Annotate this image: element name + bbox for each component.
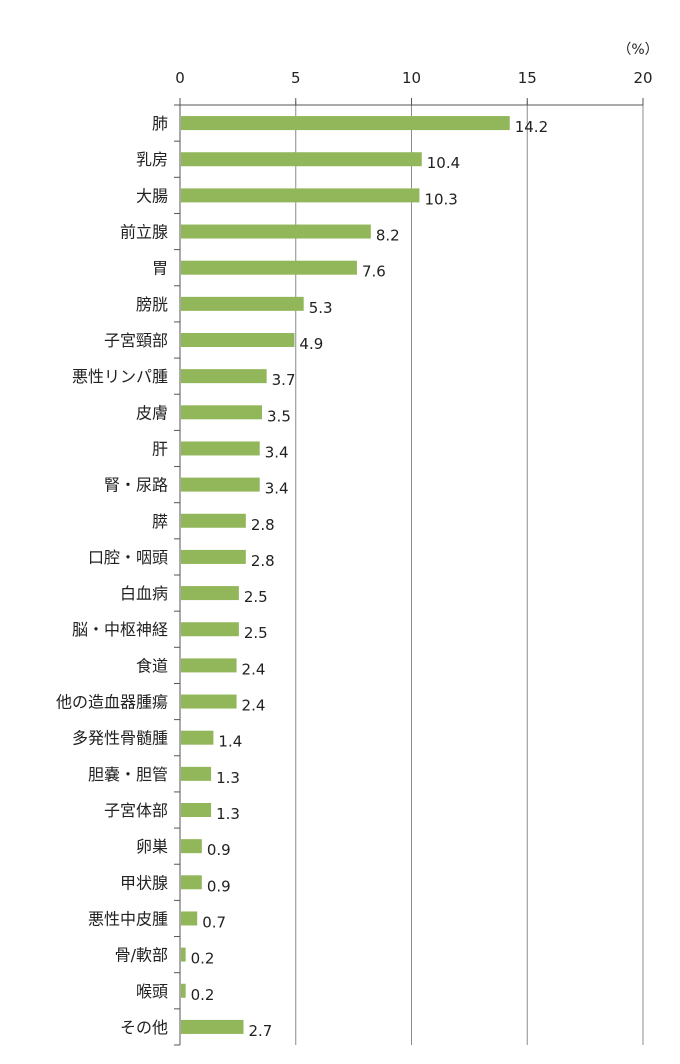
grid-layer (295, 101, 644, 1045)
category-label: 膵 (152, 512, 168, 531)
value-label: 1.4 (218, 733, 242, 751)
bar (181, 1019, 244, 1034)
category-label: 肺 (152, 114, 168, 133)
category-label: その他 (120, 1018, 168, 1037)
bar (181, 983, 186, 998)
category-label: 他の造血器腫瘍 (56, 693, 168, 712)
bar (181, 333, 295, 347)
category-label: 骨/軟部 (115, 946, 168, 965)
x-tick-label: 15 (518, 69, 537, 87)
bar (181, 766, 212, 781)
value-label: 5.3 (309, 299, 333, 317)
value-label: 0.7 (202, 913, 226, 931)
bar (181, 586, 239, 601)
category-label: 多発性骨髄腫 (72, 729, 168, 748)
category-label: 胃 (152, 259, 168, 278)
value-label: 0.2 (191, 950, 215, 968)
bar (181, 549, 246, 564)
bar (181, 839, 202, 854)
category-label: 子宮体部 (104, 801, 168, 820)
value-label: 3.7 (272, 371, 296, 389)
category-label: 喉頭 (136, 982, 168, 1001)
value-label: 10.3 (424, 190, 457, 208)
axis-layer (174, 98, 644, 1046)
label-layer: 0 5 10 15 20 肺 14.2 乳房 10.4 大腸 10.3 前立腺 8.2 胃 7.6 膀胱 5.3… (56, 69, 653, 1040)
bar-layer (181, 116, 510, 1034)
bar (181, 116, 510, 131)
bar (181, 441, 260, 456)
category-label: 肝 (152, 439, 168, 458)
value-label: 2.8 (251, 552, 275, 570)
bar (181, 803, 212, 817)
value-label: 0.9 (207, 841, 231, 859)
category-label: 白血病 (120, 584, 168, 603)
category-label: 口腔・咽頭 (88, 548, 168, 567)
category-label: 悪性中皮腫 (88, 909, 168, 928)
category-label: 食道 (136, 656, 168, 675)
bar (181, 224, 371, 239)
value-label: 3.4 (265, 443, 289, 461)
category-label: 脳・中枢神経 (72, 620, 168, 639)
value-label: 2.4 (242, 697, 266, 715)
bar (181, 152, 422, 167)
value-label: 0.9 (207, 877, 231, 895)
bar (181, 260, 357, 275)
bar (181, 911, 198, 926)
value-label: 8.2 (376, 227, 400, 245)
category-label: 膀胱 (136, 295, 168, 314)
x-tick-label: 0 (175, 69, 185, 87)
bar (181, 875, 202, 890)
unit-label: （%） (617, 42, 658, 58)
x-tick-label: 5 (291, 69, 301, 87)
category-label: 胆嚢・胆管 (88, 765, 168, 784)
value-label: 2.5 (244, 624, 268, 642)
category-label: 卵巣 (136, 837, 168, 856)
x-tick-label: 20 (633, 69, 652, 87)
value-label: 2.8 (251, 516, 275, 534)
value-label: 3.5 (267, 407, 291, 425)
value-label: 2.4 (242, 660, 266, 678)
value-label: 1.3 (216, 805, 240, 823)
category-label: 大腸 (136, 186, 168, 205)
category-label: 皮膚 (136, 403, 168, 422)
value-label: 10.4 (427, 154, 460, 172)
bar (181, 730, 214, 745)
category-label: 腎・尿路 (104, 476, 168, 495)
bar (181, 296, 304, 311)
x-tick-label: 10 (402, 69, 421, 87)
bar (181, 658, 237, 673)
value-label: 2.7 (249, 1022, 273, 1040)
bar (181, 477, 260, 492)
bar (181, 369, 267, 384)
category-label: 子宮頸部 (104, 331, 168, 350)
bar (181, 622, 239, 637)
category-label: 前立腺 (120, 223, 168, 242)
value-label: 7.6 (362, 263, 386, 281)
value-label: 1.3 (216, 769, 240, 787)
value-label: 2.5 (244, 588, 268, 606)
category-label: 甲状腺 (120, 873, 168, 892)
value-label: 3.4 (265, 480, 289, 498)
bar (181, 694, 237, 709)
bar (181, 513, 246, 528)
value-label: 14.2 (515, 118, 548, 136)
bar (181, 405, 263, 420)
value-label: 0.2 (191, 986, 215, 1004)
category-label: 乳房 (136, 150, 168, 169)
category-label: 悪性リンパ腫 (72, 367, 168, 386)
bar (181, 947, 186, 962)
bar (181, 188, 420, 203)
value-label: 4.9 (299, 335, 323, 353)
